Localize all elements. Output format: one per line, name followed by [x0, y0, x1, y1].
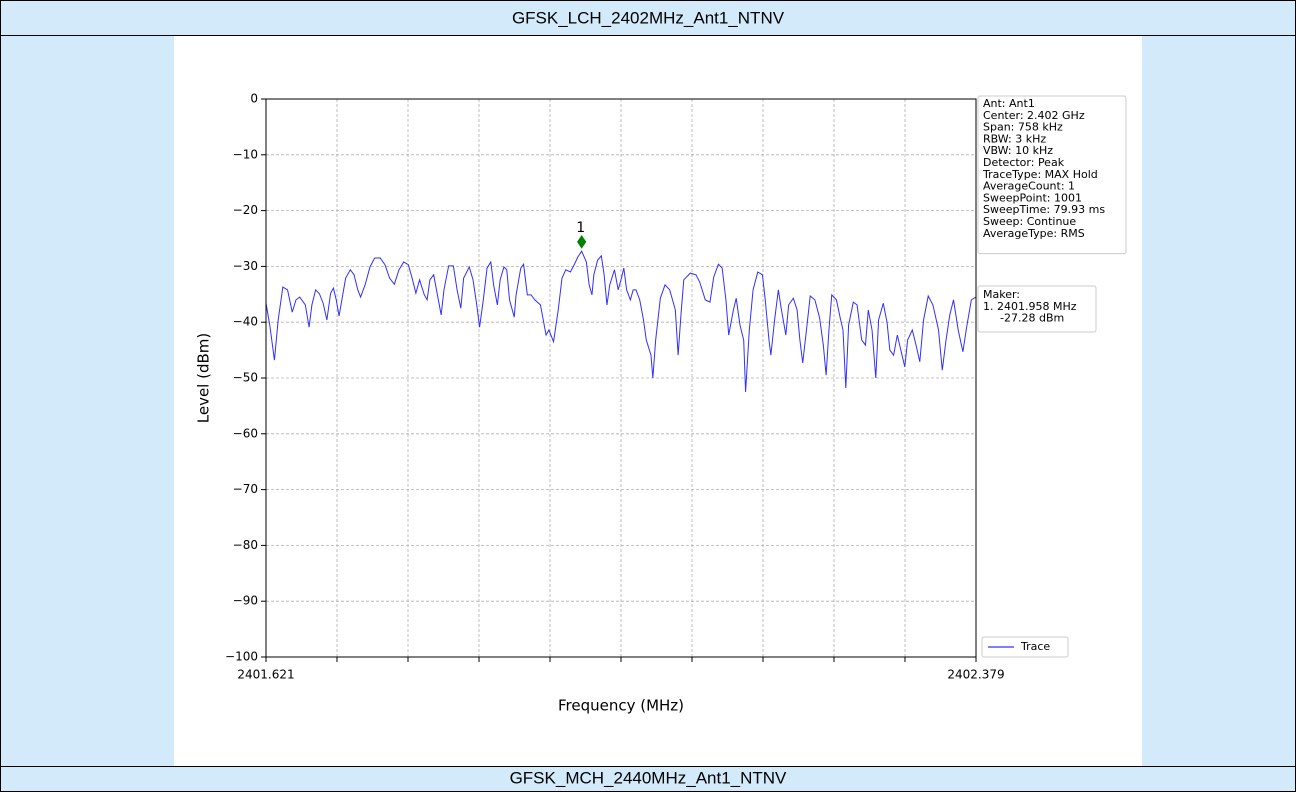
info-line: AverageType: RMS	[983, 227, 1085, 240]
info-line: Span: 758 kHz	[983, 121, 1063, 134]
marker-line: 1. 2401.958 MHz	[983, 300, 1077, 313]
info-line: Detector: Peak	[983, 156, 1065, 169]
info-line: SweepPoint: 1001	[983, 191, 1082, 204]
info-line: Ant: Ant1	[983, 97, 1035, 110]
trace-line	[265, 250, 977, 392]
footer-title: GFSK_MCH_2440MHz_Ant1_NTNV	[510, 768, 787, 787]
y-tick-label: −90	[233, 594, 258, 608]
x-tick-label: 2402.379	[947, 668, 1004, 682]
info-line: TraceType: MAX Hold	[982, 168, 1098, 181]
header-title: GFSK_LCH_2402MHz_Ant1_NTNV	[512, 8, 785, 27]
info-line: SweepTime: 79.93 ms	[983, 203, 1105, 216]
y-tick-label: −40	[233, 315, 258, 329]
x-tick-label: 2401.621	[237, 668, 294, 682]
marker-line: -27.28 dBm	[1000, 312, 1064, 325]
info-line: VBW: 10 kHz	[983, 144, 1053, 157]
y-tick-label: −50	[233, 371, 258, 385]
peak-marker-label: 1	[576, 220, 585, 236]
info-line: Sweep: Continue	[983, 215, 1076, 228]
y-tick-label: −30	[233, 259, 258, 273]
info-box	[977, 95, 1127, 255]
axes-frame	[265, 98, 977, 658]
peak-marker	[577, 234, 587, 249]
marker-box	[977, 285, 1097, 333]
info-line: RBW: 3 kHz	[983, 132, 1046, 145]
marker-line: Maker:	[983, 288, 1020, 301]
x-axis-label: Frequency (MHz)	[558, 697, 684, 715]
y-tick-label: −80	[233, 538, 258, 552]
legend-box	[981, 636, 1069, 658]
y-tick-label: −70	[233, 482, 258, 496]
y-tick-label: −20	[233, 203, 258, 217]
y-axis-label: Level (dBm)	[195, 333, 213, 424]
y-tick-label: −100	[225, 650, 258, 664]
legend-label: Trace	[1020, 640, 1050, 653]
info-line: AverageCount: 1	[983, 180, 1075, 193]
y-tick-label: 0	[250, 92, 258, 106]
info-line: Center: 2.402 GHz	[983, 109, 1085, 122]
y-tick-label: −60	[233, 426, 258, 440]
y-tick-label: −10	[233, 147, 258, 161]
